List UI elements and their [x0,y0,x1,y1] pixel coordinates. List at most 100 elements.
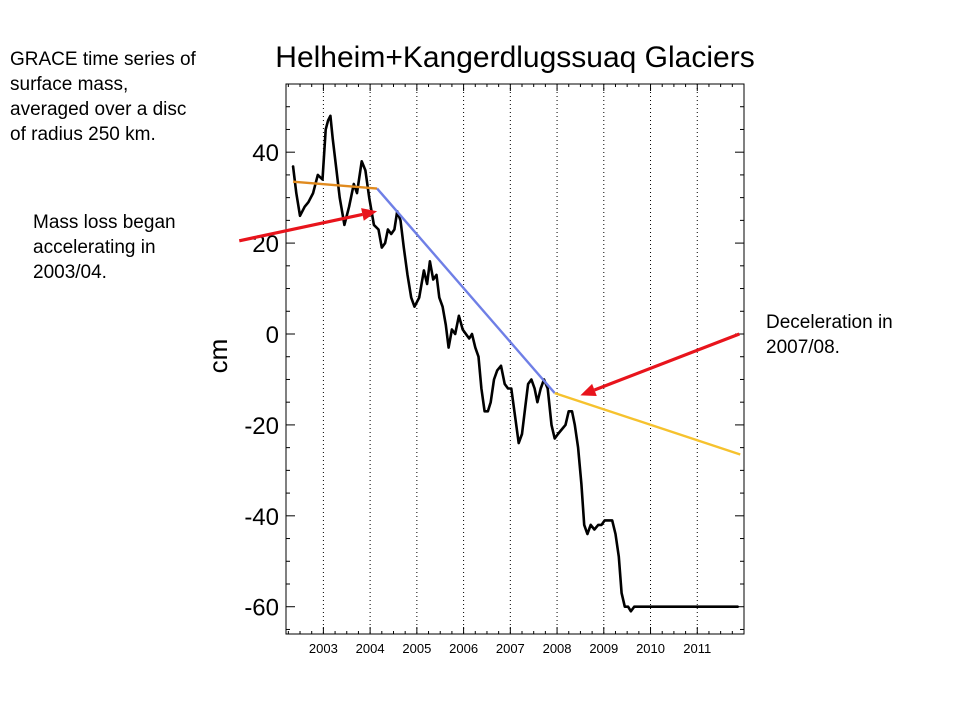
mass-data-point [445,324,447,326]
mass-data-point [364,169,367,172]
mass-data-point [480,387,483,390]
mass-data-point [644,605,646,608]
mass-data-point [356,192,358,194]
mass-data-point [586,533,589,535]
mass-data-point [550,424,553,426]
mass-data-point [614,533,617,535]
mass-data-point [360,160,363,163]
mass-data-point [451,328,453,331]
mass-data-point [553,437,556,440]
mass-data-point [406,274,409,276]
mass-data-point [477,355,480,358]
mass-data-point [717,605,720,608]
x-tick-label: 2009 [589,641,618,656]
mass-data-point [299,215,301,217]
mass-data-point [423,269,425,272]
trend-line-2002-2004 [292,180,378,190]
mass-data-point [704,605,707,608]
mass-data-point [737,605,740,608]
mass-data-point [352,183,355,185]
mass-data-point [714,605,716,608]
mass-data-point [557,433,559,435]
mass-data-point [661,605,664,608]
annotation-grace-description: GRACE time series of surface mass, avera… [10,49,196,146]
mass-data-point [435,274,438,276]
mass-data-point [664,605,667,608]
mass-data-point [577,446,579,449]
mass-data-point [624,605,626,608]
mass-data-point [474,346,477,349]
mass-data-point [589,524,592,526]
mass-data-point [295,192,298,194]
trend-line-2004-2008 [376,187,556,394]
mass-data-point [650,605,653,608]
arrow-deceleration-head [580,383,597,396]
mass-data-point [487,410,489,413]
mass-data-point [517,442,520,444]
mass-series-line [291,114,739,613]
mass-data-point [730,605,732,608]
mass-data-point [373,224,375,226]
mass-data-point [329,115,332,117]
mass-data-point [560,428,563,431]
mass-data-point [507,387,509,390]
mass-data-point [471,333,473,335]
mass-data-point [574,424,576,426]
mass-data-point [432,278,435,281]
mass-data-point [670,605,673,608]
y-tick-label: -60 [244,595,279,622]
mass-data-point [701,605,703,608]
mass-data-point [335,169,338,172]
mass-data-point [468,337,471,340]
mass-data-point [458,315,460,317]
mass-data-point [687,605,689,608]
mass-data-point [514,415,516,417]
mass-data-point [636,605,639,608]
mass-data-point [303,205,306,208]
y-tick-label: 40 [252,140,279,167]
mass-data-point [324,128,327,131]
annotation-mass-loss-acceleration: Mass loss began accelerating in 2003/04. [33,212,176,284]
mass-data-point [393,228,396,231]
mass-data-point [461,328,464,331]
mass-data-point [524,405,527,408]
mass-data-point [377,228,380,231]
mass-data-point [580,483,583,485]
x-tick-label: 2007 [496,641,525,656]
x-tick-label: 2006 [449,641,478,656]
series-layer [291,114,740,613]
mass-data-point [402,246,405,249]
mass-data-point [633,605,635,608]
mass-data-point [483,410,486,413]
mass-data-point [510,387,513,390]
x-tick-labels: 2003 2004 2005 2006 2007 2008 2009 2010 2011 [309,641,711,656]
mass-data-point [533,387,536,390]
mass-data-point [603,519,606,522]
mass-data-point [620,592,623,594]
mass-data-point [496,369,499,372]
mass-data-point [640,605,642,608]
mass-data-point [312,192,314,194]
mass-data-point [447,346,450,349]
mass-data-point [441,305,444,308]
mass-data-point [381,246,383,249]
mass-data-point [647,605,649,608]
mass-data-point [607,519,610,522]
mass-data-point [384,242,386,244]
mass-data-point [530,378,533,381]
y-tick-label: -40 [244,504,279,531]
mass-data-point [571,410,573,413]
mass-data-point [697,605,699,608]
mass-data-point [674,605,676,608]
mass-data-point [583,524,585,526]
mass-data-point [418,296,420,299]
mass-data-point [680,605,682,608]
plot-frame [285,83,745,635]
x-tick-label: 2008 [543,641,572,656]
mass-data-point [593,528,596,531]
mass-data-point [726,605,729,608]
annotation-deceleration: Deceleration in 2007/08. [766,312,893,359]
mass-data-point [426,283,428,285]
